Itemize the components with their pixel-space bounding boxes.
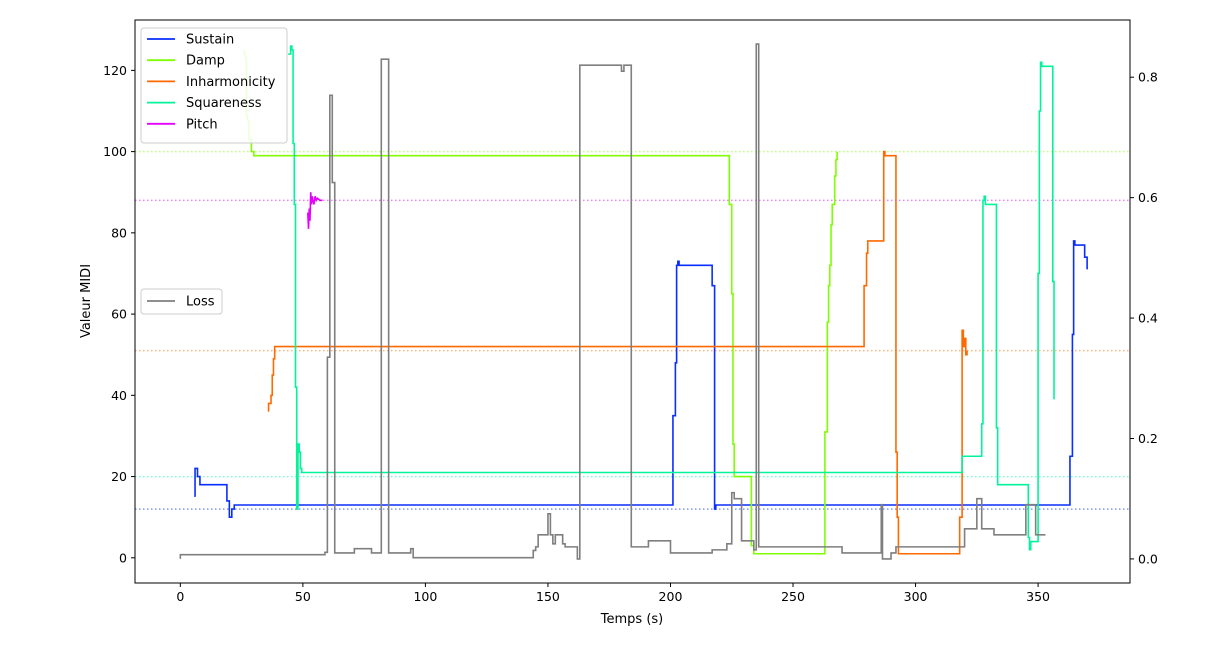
y-tick-label: 0 <box>119 550 127 565</box>
legend-label: Pitch <box>186 117 218 132</box>
legend-box <box>140 27 288 144</box>
y-tick-label: 100 <box>103 144 127 159</box>
series-line-squareness <box>288 45 1055 551</box>
legend-label: Loss <box>186 295 215 310</box>
series-line-pitch <box>306 192 323 229</box>
y2-tick-label: 0.8 <box>1138 70 1158 85</box>
y2-tick-label: 0.4 <box>1138 311 1158 326</box>
y-axis-title: Valeur MIDI <box>79 264 94 338</box>
legend-label: Squareness <box>186 96 262 111</box>
y-tick-label: 60 <box>111 307 127 322</box>
x-tick-label: 250 <box>781 589 805 604</box>
series-line-inharmonicity <box>267 150 968 555</box>
x-axis-title: Temps (s) <box>600 612 663 627</box>
y2-axis: 0.0 0.2 0.4 0.6 0.8 <box>1130 70 1158 566</box>
x-tick-label: 300 <box>904 589 928 604</box>
y-axis: 0 20 40 60 80 100 120 <box>103 63 135 565</box>
x-tick-label: 100 <box>413 589 437 604</box>
x-tick-label: 0 <box>176 589 184 604</box>
legend-label: Damp <box>186 54 225 69</box>
legend-label: Inharmonicity <box>186 75 276 90</box>
legend-loss-box <box>140 288 223 315</box>
x-tick-label: 350 <box>1026 589 1050 604</box>
legend: Sustain Damp Inharmonicity Squareness Pitch <box>140 27 288 144</box>
y2-tick-label: 0.2 <box>1138 431 1158 446</box>
y-tick-label: 20 <box>111 469 127 484</box>
x-tick-label: 150 <box>536 589 560 604</box>
y-tick-label: 80 <box>111 225 127 240</box>
y2-tick-label: 0.6 <box>1138 190 1158 205</box>
series-line-sustain <box>194 240 1088 518</box>
x-tick-label: 200 <box>659 589 683 604</box>
reference-lines <box>135 150 1130 510</box>
series-line-loss <box>179 43 1046 560</box>
y-tick-label: 120 <box>103 63 127 78</box>
series-layer <box>179 43 1088 560</box>
legend-loss: Loss <box>140 288 223 315</box>
legend-label: Sustain <box>186 33 234 48</box>
y-tick-label: 40 <box>111 388 127 403</box>
x-tick-label: 50 <box>295 589 311 604</box>
y2-tick-label: 0.0 <box>1138 551 1158 566</box>
x-axis: 0 50 100 150 200 250 300 350 <box>176 583 1050 604</box>
plot-frame <box>134 19 1131 584</box>
